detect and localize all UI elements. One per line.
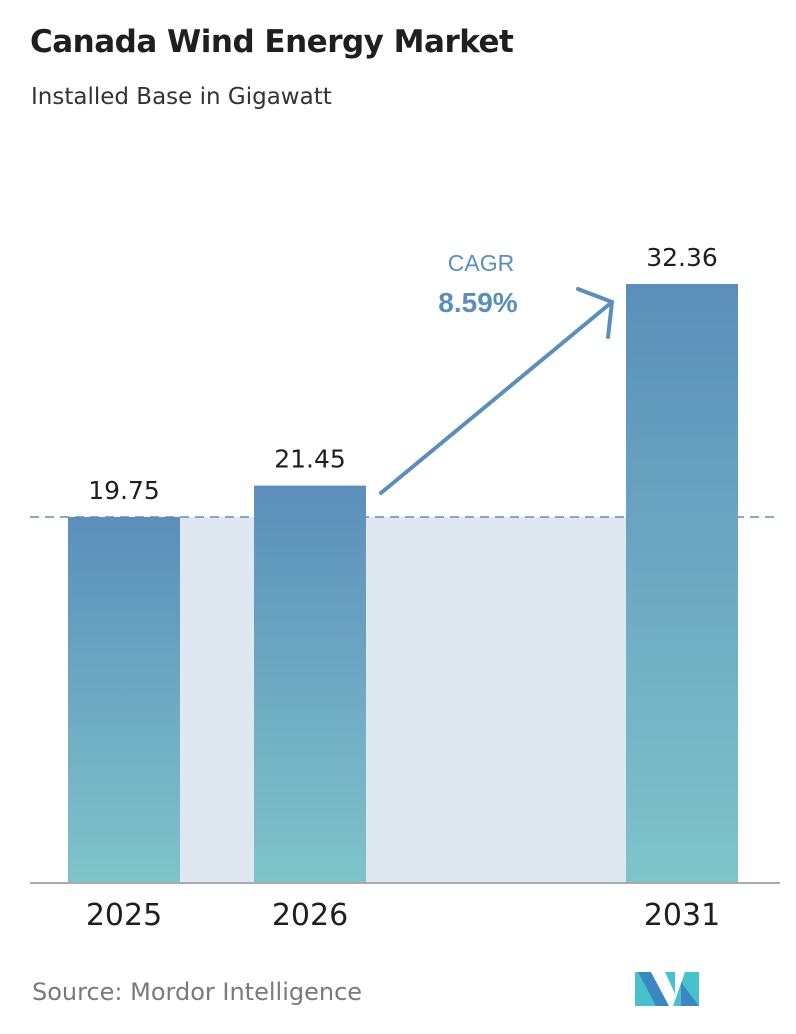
- x-tick-label-2025: 2025: [86, 898, 162, 933]
- x-tick-label-2026: 2026: [272, 898, 348, 933]
- data-label-2026: 21.45: [274, 445, 346, 474]
- bar-2031: [626, 283, 738, 883]
- cagr-label: CAGR: [448, 250, 514, 276]
- bar-2026: [254, 485, 366, 882]
- cagr-arrow: [379, 287, 615, 495]
- cagr-value: 8.59%: [438, 287, 517, 318]
- data-label-2031: 32.36: [646, 243, 718, 272]
- chart-subtitle: Installed Base in Gigawatt: [31, 84, 332, 110]
- source-note: Source: Mordor Intelligence: [32, 978, 363, 1006]
- shaded-region: [180, 517, 626, 882]
- bar-2025: [68, 517, 180, 882]
- chart-title: Canada Wind Energy Market: [30, 24, 514, 60]
- data-label-2025: 19.75: [88, 476, 160, 505]
- x-tick-label-2031: 2031: [644, 898, 720, 933]
- mordor-logo: [635, 972, 699, 1006]
